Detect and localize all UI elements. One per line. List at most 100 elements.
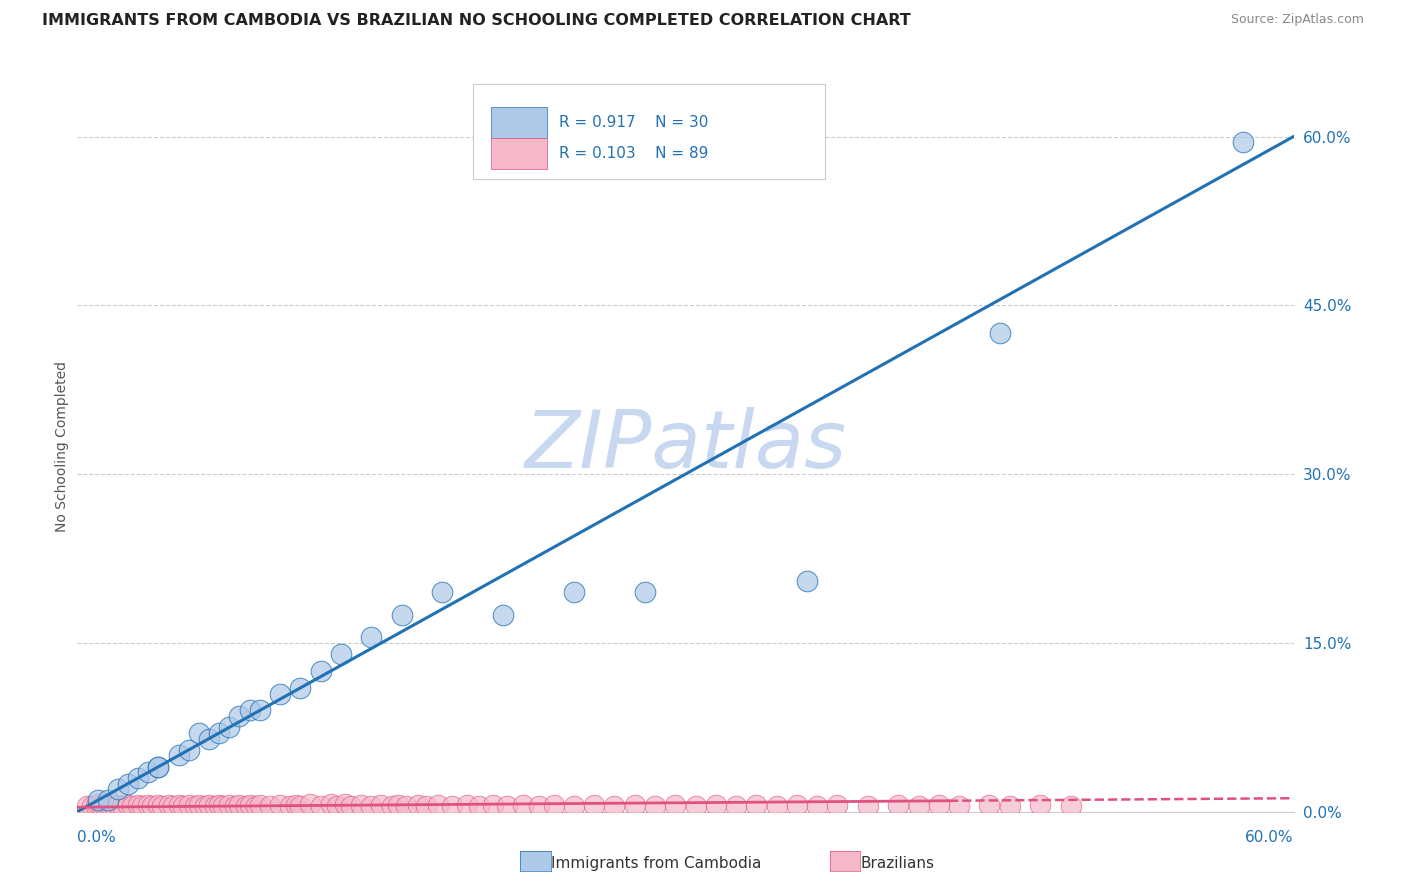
Point xyxy=(427,797,450,812)
Point xyxy=(496,799,519,814)
Point xyxy=(326,799,349,814)
Point xyxy=(208,797,231,812)
Point xyxy=(467,799,489,814)
Point xyxy=(634,585,657,599)
Text: Source: ZipAtlas.com: Source: ZipAtlas.com xyxy=(1230,13,1364,27)
Point xyxy=(228,709,250,723)
Point xyxy=(269,797,291,812)
Point xyxy=(664,797,686,812)
FancyBboxPatch shape xyxy=(491,138,547,169)
Point xyxy=(395,799,418,814)
Point xyxy=(623,797,645,812)
Point xyxy=(218,720,240,734)
Point xyxy=(228,797,250,812)
Point xyxy=(948,799,970,814)
Text: R = 0.917    N = 30: R = 0.917 N = 30 xyxy=(560,115,709,130)
Point xyxy=(249,703,271,717)
FancyBboxPatch shape xyxy=(491,107,547,138)
Point xyxy=(562,799,585,814)
Point xyxy=(84,799,107,814)
Point xyxy=(329,647,352,661)
Point xyxy=(319,797,342,811)
Point xyxy=(117,776,139,790)
Point xyxy=(456,797,478,812)
Point xyxy=(391,607,413,622)
FancyBboxPatch shape xyxy=(472,84,825,179)
Point xyxy=(1059,799,1081,814)
Point xyxy=(998,799,1021,814)
Point xyxy=(103,799,125,814)
Point xyxy=(309,799,332,814)
Point xyxy=(269,687,291,701)
Point xyxy=(360,630,382,644)
Point xyxy=(806,799,828,814)
Text: R = 0.103    N = 89: R = 0.103 N = 89 xyxy=(560,146,709,161)
Point xyxy=(218,797,240,812)
Point xyxy=(583,797,606,812)
Point xyxy=(177,743,200,757)
Point xyxy=(370,797,392,812)
Point xyxy=(441,799,464,814)
Point xyxy=(97,799,120,814)
Point xyxy=(340,799,363,814)
Point xyxy=(224,799,246,814)
Point xyxy=(492,607,515,622)
Point xyxy=(290,799,312,814)
Point xyxy=(685,799,707,814)
Point xyxy=(107,797,129,812)
Point xyxy=(136,797,159,812)
Point xyxy=(97,793,120,807)
Point xyxy=(725,799,748,814)
Point xyxy=(86,793,108,807)
Point xyxy=(827,797,849,812)
Point xyxy=(198,797,221,812)
Text: IMMIGRANTS FROM CAMBODIA VS BRAZILIAN NO SCHOOLING COMPLETED CORRELATION CHART: IMMIGRANTS FROM CAMBODIA VS BRAZILIAN NO… xyxy=(42,13,911,29)
Text: Immigrants from Cambodia: Immigrants from Cambodia xyxy=(551,856,762,871)
Point xyxy=(249,797,271,812)
Point xyxy=(1029,797,1052,812)
Point xyxy=(239,703,262,717)
Point xyxy=(979,797,1001,812)
Point xyxy=(121,799,143,814)
Point xyxy=(194,799,217,814)
Point xyxy=(887,797,910,812)
Point xyxy=(131,799,153,814)
Point xyxy=(86,797,108,811)
Point xyxy=(278,799,301,814)
Point xyxy=(141,799,163,814)
Point xyxy=(309,664,332,678)
Point xyxy=(184,799,207,814)
Text: ZIPatlas: ZIPatlas xyxy=(524,407,846,485)
Point xyxy=(148,797,170,812)
Point xyxy=(285,797,308,812)
Point xyxy=(745,797,768,812)
Point xyxy=(204,799,226,814)
Point xyxy=(136,765,159,780)
Text: 60.0%: 60.0% xyxy=(1246,830,1294,845)
Point xyxy=(360,799,382,814)
Point xyxy=(856,799,879,814)
Point xyxy=(172,799,194,814)
Point xyxy=(1232,135,1254,149)
Point xyxy=(167,797,190,812)
Point xyxy=(117,797,139,812)
Point xyxy=(415,799,437,814)
Point xyxy=(387,797,409,812)
Point xyxy=(290,681,312,695)
Point xyxy=(529,799,551,814)
Point xyxy=(188,797,211,812)
Point xyxy=(988,326,1011,341)
Point xyxy=(928,797,950,812)
Point xyxy=(245,799,267,814)
Text: Brazilians: Brazilians xyxy=(860,856,935,871)
Point xyxy=(644,799,666,814)
Point xyxy=(148,760,170,774)
Point xyxy=(786,797,808,812)
Point xyxy=(259,799,281,814)
Point xyxy=(177,797,200,812)
Point xyxy=(162,799,184,814)
Point xyxy=(482,797,505,812)
Point xyxy=(907,799,929,814)
Point xyxy=(198,731,221,746)
Point xyxy=(111,799,134,814)
